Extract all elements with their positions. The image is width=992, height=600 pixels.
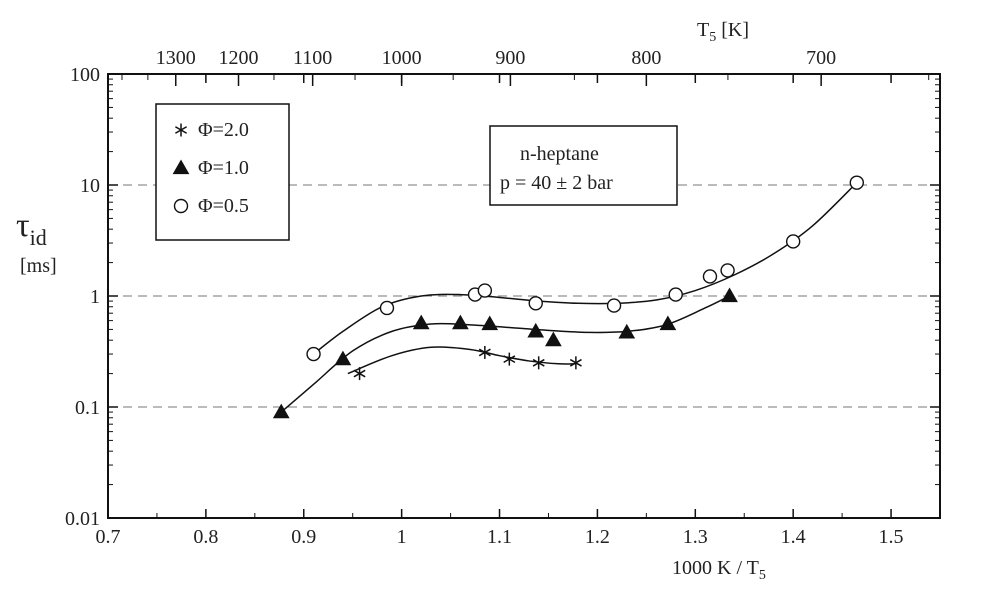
circle-marker [173, 198, 189, 214]
circle-marker [477, 283, 493, 298]
y-axis-title-subscript: id [30, 225, 47, 250]
triangle-marker [527, 322, 545, 338]
legend-markers [172, 123, 190, 214]
top-axis-title-subscript: 5 [709, 30, 716, 45]
top-tick-label: 1000 [382, 47, 422, 69]
y-tick-label: 0.01 [65, 508, 100, 530]
top-tick-label: 1100 [293, 47, 332, 69]
triangle-marker [481, 315, 499, 331]
circle-marker [528, 296, 543, 311]
legend: Φ=2.0 Φ=1.0 Φ=0.5 [155, 103, 290, 241]
y-tick-label: 10 [80, 175, 100, 197]
circle-marker [702, 269, 718, 284]
legend-label-phi-2: Φ=2.0 [198, 119, 249, 141]
top-axis-title: T5 [K] [697, 19, 749, 45]
asterisk-stroke [569, 358, 582, 367]
legend-label-phi-0-5: Φ=0.5 [198, 195, 249, 217]
asterisk-stroke [353, 369, 366, 378]
circle-marker [306, 346, 321, 362]
asterisk-stroke [478, 348, 491, 357]
x-tick-label: 1.2 [585, 526, 610, 548]
x-tick-label: 1.3 [683, 526, 708, 548]
x-tick-label: 1.5 [879, 526, 904, 548]
annotation-box [489, 125, 678, 206]
top-tick-label: 1200 [219, 47, 259, 69]
condition-annotation: n-heptane p = 40 ± 2 bar [489, 125, 678, 206]
data-points [272, 175, 864, 419]
circle-marker [606, 298, 622, 313]
fit-curve-series-1 [280, 295, 730, 413]
circle-marker [849, 175, 864, 190]
x-tick-label: 0.9 [291, 526, 316, 548]
x-tick-label: 1.1 [487, 526, 512, 548]
circle-marker [379, 300, 395, 316]
x-tick-label: 0.7 [96, 526, 121, 548]
triangle-marker [172, 159, 190, 175]
asterisk-marker [174, 123, 188, 137]
circle-marker [785, 234, 801, 249]
y-axis-unit: [ms] [20, 255, 57, 277]
y-tick-label: 100 [70, 64, 100, 86]
x-tick-label: 1 [397, 526, 407, 548]
top-axis-title-main: T [697, 19, 709, 41]
annotation-fuel: n-heptane [520, 143, 599, 165]
x-axis-title-subscript: 5 [759, 568, 766, 583]
asterisk-stroke [532, 358, 545, 367]
y-tick-label: 1 [90, 286, 100, 308]
fit-curves [280, 182, 858, 413]
x-tick-label: 1.4 [781, 526, 806, 548]
asterisk-marker [569, 356, 582, 370]
triangle-marker [545, 331, 562, 347]
asterisk-stroke [503, 355, 516, 364]
triangle-marker [412, 314, 430, 330]
fit-curve-series-2 [313, 182, 858, 355]
top-tick-label: 700 [806, 47, 836, 69]
asterisk-marker [503, 352, 516, 366]
top-tick-label: 900 [495, 47, 525, 69]
asterisk-marker [532, 356, 545, 370]
x-axis-title-main: 1000 K / T [672, 557, 759, 579]
x-tick-label: 0.8 [193, 526, 218, 548]
asterisk-marker [478, 345, 491, 359]
y-axis-title-symbol: τ [16, 207, 30, 244]
circle-marker [668, 287, 683, 302]
top-tick-label: 1300 [156, 47, 196, 69]
triangle-marker [334, 350, 352, 366]
triangle-marker [721, 287, 738, 303]
top-axis-title-unit: [K] [716, 19, 749, 41]
annotation-pressure: p = 40 ± 2 bar [500, 172, 613, 194]
asterisk-stroke [174, 126, 188, 134]
triangle-marker [272, 403, 290, 419]
top-tick-label: 800 [631, 47, 661, 69]
triangle-marker [618, 323, 636, 339]
asterisk-marker [353, 367, 366, 381]
legend-label-phi-1: Φ=1.0 [198, 157, 249, 179]
axis-ticks: 0.7 0.8 0.9 1 1.1 1.2 1.3 1.4 1.5 0.01 0.1 1 10 100 13… [65, 47, 940, 548]
y-axis-title: τid [16, 207, 47, 250]
triangle-marker [659, 315, 677, 331]
triangle-marker [452, 314, 469, 330]
y-tick-label: 0.1 [75, 397, 100, 419]
x-axis-title: 1000 K / T5 [672, 557, 766, 583]
circle-marker [720, 263, 735, 278]
